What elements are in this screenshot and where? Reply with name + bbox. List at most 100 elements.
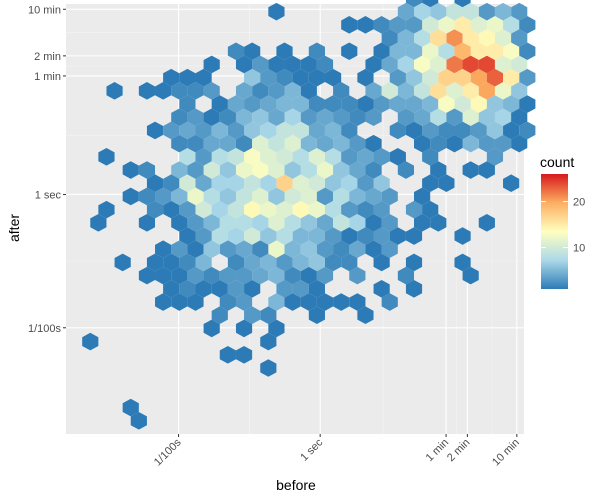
hex-bin: [268, 266, 285, 285]
hex-bin: [470, 121, 487, 140]
hex-bin: [260, 359, 277, 377]
hex-bin: [454, 0, 471, 8]
hex-bin: [470, 42, 487, 61]
hex-bin: [430, 2, 447, 21]
hex-bin: [138, 161, 156, 179]
hex-bin: [276, 42, 293, 61]
hex-bin: [284, 187, 301, 206]
y-tick-label: 1 min: [34, 71, 61, 83]
hex-bin: [244, 280, 261, 298]
hex-bin: [494, 2, 512, 21]
hex-bin: [171, 134, 188, 153]
hex-bin: [276, 95, 293, 113]
color-legend: count 10 20: [540, 154, 585, 289]
hex-bin: [324, 200, 342, 219]
hex-bin: [179, 253, 196, 272]
hex-bin: [163, 280, 180, 298]
hex-bin: [341, 227, 358, 245]
hex-bin: [438, 121, 455, 140]
hex-bin: [381, 214, 398, 232]
hex-bin: [235, 187, 253, 206]
hex-bin: [365, 214, 382, 232]
hex-bin: [252, 55, 269, 74]
hex-bin: [405, 280, 423, 298]
hex-bin: [519, 68, 536, 87]
hex-bin: [203, 82, 220, 100]
hex-bin: [438, 68, 455, 87]
hex-bin: [454, 121, 471, 140]
hex-bin: [405, 121, 423, 140]
hex-bin: [187, 214, 204, 232]
hex-bin: [308, 253, 325, 272]
hex-bin: [422, 200, 439, 219]
hex-bin: [292, 280, 309, 298]
hex-bin: [397, 161, 415, 179]
hex-bin: [422, 16, 439, 34]
hex-bin: [478, 29, 495, 47]
hex-bin: [268, 55, 285, 74]
hex-bin: [308, 227, 325, 245]
hex-bin: [195, 200, 212, 219]
hex-bin: [244, 42, 261, 61]
hex-bin: [316, 187, 334, 206]
hex-bin: [155, 240, 172, 259]
hex-bin: [316, 134, 334, 153]
hex-bin: [462, 82, 479, 100]
hex-bin: [300, 134, 317, 153]
hex-bin: [422, 42, 439, 61]
hex-bin: [260, 68, 277, 87]
hex-bin: [252, 161, 269, 179]
hex-bin: [414, 82, 431, 100]
hex-bin: [252, 214, 269, 232]
hex-bin: [171, 108, 188, 127]
hex-bin: [284, 82, 301, 100]
hex-bin: [333, 214, 350, 232]
hex-bin: [414, 29, 431, 47]
hex-bin: [357, 95, 374, 113]
hex-bin: [146, 174, 164, 193]
hex-bin: [511, 82, 528, 100]
hex-bin: [155, 293, 172, 311]
hex-bin: [163, 121, 180, 140]
hex-bin: [219, 187, 236, 206]
hex-bin: [324, 148, 342, 166]
hex-bin: [203, 187, 220, 206]
hex-bin: [349, 108, 366, 127]
hex-bin: [211, 174, 228, 193]
hex-bin: [260, 121, 277, 140]
hex-bin: [357, 174, 374, 193]
hex-bin: [244, 148, 261, 166]
hex-bin: [430, 55, 447, 74]
hex-bin: [381, 29, 398, 47]
hex-bin: [163, 253, 180, 272]
hex-bin: [300, 293, 317, 311]
hex-bin: [308, 68, 325, 87]
hex-bin: [486, 68, 504, 87]
hex-bin: [486, 42, 504, 61]
hex-bin: [235, 319, 253, 338]
hex-bin: [203, 319, 220, 338]
hex-bin: [195, 148, 212, 166]
hex-bin: [446, 29, 463, 47]
hex-bin: [284, 293, 301, 311]
hex-bin: [187, 82, 204, 100]
hex-bin: [244, 200, 261, 219]
hex-bin: [187, 266, 204, 285]
hex-bin: [260, 227, 277, 245]
hex-bin: [300, 214, 317, 232]
hex-bin: [179, 95, 196, 113]
hex-bin: [422, 0, 439, 8]
hex-bin: [470, 95, 487, 113]
y-tick-label: 1/100s: [28, 323, 62, 335]
hex-bin: [203, 55, 220, 74]
hex-bin: [171, 161, 188, 179]
hex-bin: [341, 200, 358, 219]
hex-bin: [373, 148, 390, 166]
legend-tick-label: 20: [573, 197, 585, 209]
hex-bin: [284, 161, 301, 179]
hex-bin: [381, 240, 398, 259]
hex-bin: [138, 214, 156, 232]
hex-bin: [511, 108, 528, 127]
hex-bin: [171, 293, 188, 311]
